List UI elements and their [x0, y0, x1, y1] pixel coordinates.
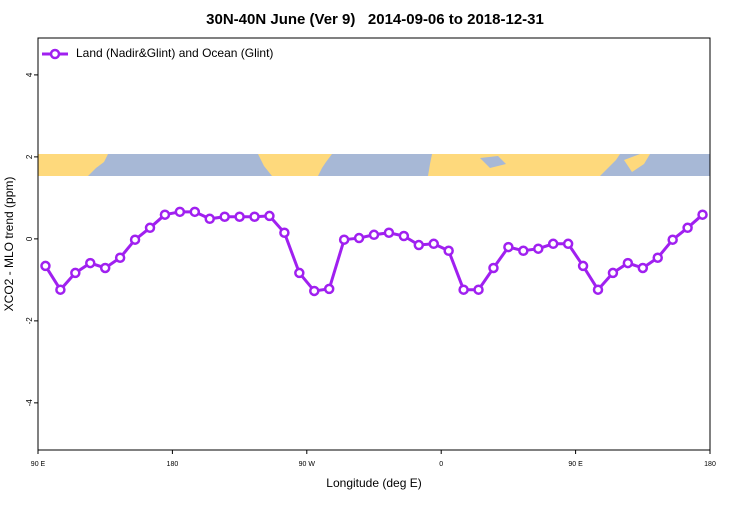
point — [85, 257, 96, 269]
x-tick-label: 90 E — [568, 461, 583, 468]
point — [488, 262, 499, 274]
point — [309, 285, 320, 297]
point — [413, 239, 425, 251]
point — [219, 211, 230, 222]
y-tick-label: 2 — [25, 154, 34, 159]
point — [114, 252, 126, 263]
point — [189, 206, 201, 218]
point — [383, 227, 395, 238]
point — [174, 206, 186, 218]
x-axis-label: Longitude (deg E) — [326, 476, 421, 490]
plot-frame — [37, 37, 711, 451]
point — [159, 209, 171, 220]
point — [99, 262, 111, 274]
point — [428, 238, 439, 250]
point — [144, 222, 156, 234]
point — [264, 210, 275, 222]
point — [547, 238, 559, 250]
point — [667, 234, 678, 245]
point — [622, 257, 634, 269]
series-line — [44, 210, 704, 293]
chart-title: 30N-40N June (Ver 9) 2014-09-06 to 2018-… — [206, 11, 544, 28]
point — [294, 267, 305, 279]
point — [592, 284, 604, 295]
y-tick-label: -2 — [25, 317, 34, 325]
point — [562, 238, 574, 250]
point — [55, 284, 66, 295]
x-tick-label: 90 E — [31, 461, 46, 468]
point — [279, 227, 290, 238]
point — [518, 245, 529, 257]
map-strip — [38, 154, 710, 176]
point — [458, 284, 469, 295]
point — [577, 260, 589, 272]
point — [338, 234, 350, 245]
point — [637, 262, 649, 274]
point — [249, 211, 260, 222]
point — [607, 267, 619, 279]
point — [40, 260, 51, 272]
point — [652, 252, 663, 263]
point — [473, 284, 484, 295]
x-tick-label: 90 W — [299, 461, 316, 468]
y-tick-label: -4 — [25, 399, 34, 407]
y-tick-label: 4 — [25, 72, 34, 77]
point — [204, 213, 215, 225]
x-tick-label: 0 — [439, 461, 443, 468]
point — [503, 241, 514, 253]
point — [368, 229, 380, 241]
legend-marker — [49, 48, 61, 60]
point — [234, 211, 245, 222]
point — [70, 267, 81, 279]
x-tick-label: 180 — [167, 461, 179, 468]
point — [353, 232, 365, 244]
point — [443, 245, 454, 257]
point — [398, 230, 410, 242]
point — [323, 283, 335, 295]
point — [129, 234, 141, 245]
legend-label: Land (Nadir&Glint) and Ocean (Glint) — [76, 46, 273, 60]
y-tick-label: 0 — [25, 236, 34, 241]
point — [682, 222, 693, 234]
y-axis-label: XCO2 - MLO trend (ppm) — [2, 177, 16, 312]
x-tick-label: 180 — [704, 461, 716, 468]
point — [697, 209, 708, 220]
point — [533, 243, 544, 254]
